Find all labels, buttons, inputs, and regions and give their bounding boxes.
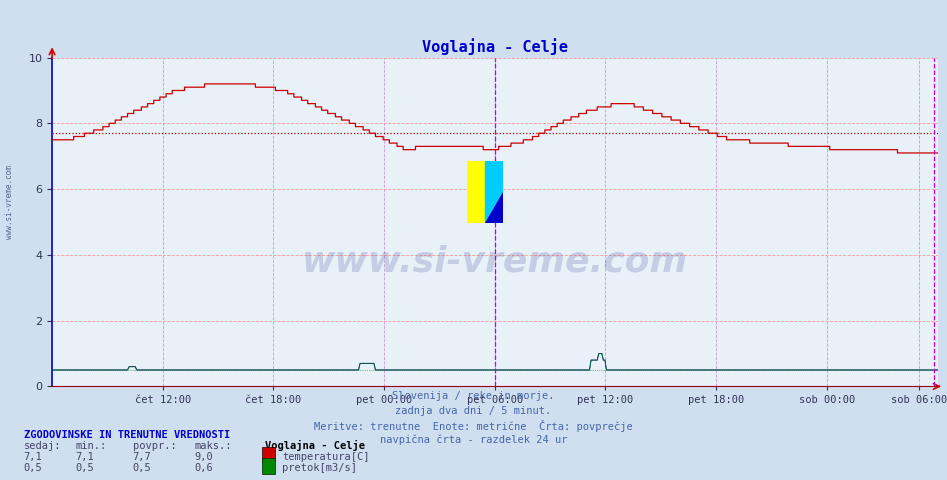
Text: temperatura[C]: temperatura[C] (282, 452, 369, 462)
Text: 7,7: 7,7 (133, 452, 152, 462)
Text: Meritve: trenutne  Enote: metrične  Črta: povprečje: Meritve: trenutne Enote: metrične Črta: … (314, 420, 633, 432)
Text: 7,1: 7,1 (76, 452, 95, 462)
Text: pretok[m3/s]: pretok[m3/s] (282, 463, 357, 473)
Text: 9,0: 9,0 (194, 452, 213, 462)
Bar (467, 161, 485, 223)
Text: zadnja dva dni / 5 minut.: zadnja dva dni / 5 minut. (396, 406, 551, 416)
Text: 0,5: 0,5 (76, 463, 95, 473)
Text: navpična črta - razdelek 24 ur: navpična črta - razdelek 24 ur (380, 434, 567, 445)
Text: 0,5: 0,5 (24, 463, 43, 473)
Polygon shape (485, 192, 503, 223)
Text: www.si-vreme.com: www.si-vreme.com (302, 244, 688, 278)
Text: sedaj:: sedaj: (24, 441, 62, 451)
Text: 7,1: 7,1 (24, 452, 43, 462)
Text: www.si-vreme.com: www.si-vreme.com (5, 165, 14, 239)
Text: ZGODOVINSKE IN TRENUTNE VREDNOSTI: ZGODOVINSKE IN TRENUTNE VREDNOSTI (24, 430, 230, 440)
Bar (485, 161, 503, 223)
Text: 0,6: 0,6 (194, 463, 213, 473)
Text: Voglajna - Celje: Voglajna - Celje (265, 440, 366, 451)
Text: min.:: min.: (76, 441, 107, 451)
Text: 0,5: 0,5 (133, 463, 152, 473)
Text: maks.:: maks.: (194, 441, 232, 451)
Text: Slovenija / reke in morje.: Slovenija / reke in morje. (392, 391, 555, 401)
Title: Voglajna - Celje: Voglajna - Celje (421, 38, 568, 55)
Text: povpr.:: povpr.: (133, 441, 176, 451)
